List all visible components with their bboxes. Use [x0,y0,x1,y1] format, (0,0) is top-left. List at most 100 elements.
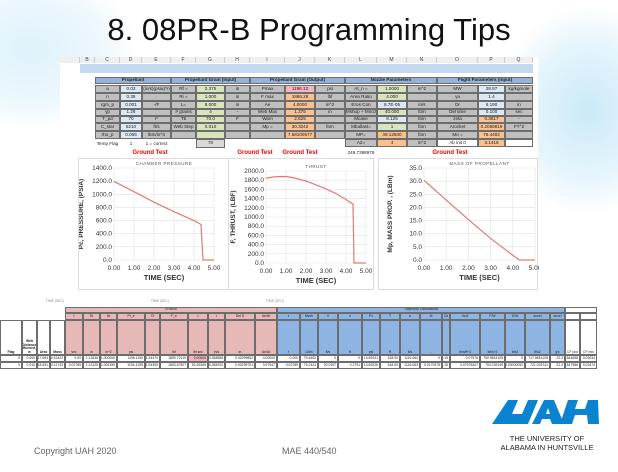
table-cell: 14.69226 [362,362,380,369]
x-tick-label: 0.00 [260,268,273,275]
sheet-cell: (in/s)(psia)^n [142,85,171,93]
table-cell: 318.691 [37,362,50,369]
erosion-col-header: Cf [145,313,160,320]
x-tick-label: 1.00 [128,265,141,272]
sheet-cell: Ri = [171,93,196,101]
chart-title: MASS OF PROPELLANT [449,161,509,166]
trajectory-col-header: M [420,313,442,320]
sheet-cell: FT^2 [505,123,533,131]
sheet-cell: 1.0000 [377,85,407,93]
erosion-unit: lbf [160,320,188,355]
y-tick-label: 600.0 [248,232,265,239]
x-tick-label: 4.00 [340,268,353,275]
y-tick-label: 1200.0 [92,178,112,185]
sheet-cell [142,93,171,101]
trajectory-unit: lbm/ft^3 [450,320,480,355]
trajectory-col-header [565,313,580,320]
table-cell: 0.07576447 [450,362,480,369]
erosion-unit: sec [65,320,83,355]
y-tick-label: 35.0 [409,165,422,172]
sheet-cell: Pmax [250,85,285,93]
erosion-col-header: I [188,313,208,320]
y-tick-label: 1400.0 [92,165,112,172]
y-tick-label: 15.0 [409,218,422,225]
sheet-cell: lbm [315,123,345,131]
row-header-corner [60,57,80,63]
sheet-cell: Eros Con [345,101,377,109]
sheet-cell: F [225,116,250,123]
table-cell: 0.00299701 [225,362,255,369]
table-cell: 0.15 [442,362,450,369]
series-line [113,180,214,261]
y-tick-label: 25.0 [409,191,422,198]
column-header-L: L [345,57,377,63]
sheet-cell: 1196.12 [285,85,315,93]
column-header-O: O [437,57,478,63]
blank-header [565,307,597,313]
chart-thrust: 0.0 200.0 400.0 600.0 800.0 1000.0 1200.0 1400.… [228,158,374,290]
x-tick-label: 0.00 [418,265,431,272]
sheet-cell: 49.12500 [377,131,407,139]
sheet-cell: 28.97 [478,85,505,93]
x-axis-label: TIME (SEC) [459,273,500,282]
erosion-unit: Ae/At [255,320,277,355]
erosion-unit: in^2 [100,320,117,355]
trajectory-col-header: F/W [480,313,505,320]
trajectory-col-header [580,313,597,320]
sheet-cell: 4.000 [377,93,407,101]
uah-logo-line2: ALABAMA IN HUNTSVILLE [500,443,594,452]
sheet-cell: Mballast= [345,123,377,131]
chart-title: THRUST [305,164,326,169]
y-tick-label: 200.0 [248,251,265,258]
trajectory-unit: ft [338,320,362,355]
sheet-cell: a [95,85,120,93]
sheet-cell: 2.625 [285,116,315,123]
extra-value: 249.7398979 [347,149,375,155]
erosion-unit: lbf sec [188,320,208,355]
sheet-cell [171,131,196,139]
y-tick-label: 600.0 [96,218,113,225]
table-cell: 51.65269 [188,362,208,369]
x-tick-label: 0.00 [108,265,121,272]
table-cell: 753.239149 [480,362,505,369]
table-cell: 3.97947 [255,362,277,369]
sheet-cell: 4.0000 [285,101,315,109]
sheet-cell: 8.7E-05 [377,101,407,109]
axis-label-cut: TIME (SEC) [150,299,170,303]
table-cell: 14.69241 [362,355,380,362]
sheet-cell: 8.000 [196,101,225,109]
ground-test-label: Ground Test [282,150,318,156]
table-cell: 1116.063 [400,362,420,369]
table-cell: 0.000 [277,355,300,362]
y-axis-label: Pc, PRESSURE, (PSIA) [79,179,85,249]
y-tick-label: 1000.0 [244,214,264,221]
table-cell: 1.544698 [565,355,580,362]
trajectory-col-header: T [380,313,400,320]
y-axis-label: F, THRUST, (LBF) [230,190,237,243]
table-cell: 0.07576 [450,355,480,362]
trajectory-unit: CF plot [565,320,580,355]
erosion-unit: - [145,320,160,355]
sheet-cell: 0.3817 [478,116,505,123]
section-header: Propellant Grain (Output) [250,77,345,84]
x-tick-label: 4.00 [188,265,201,272]
sheet-cell: 2.375 [196,85,225,93]
sheet-cell [196,131,225,139]
x-tick-label: 2.00 [148,265,161,272]
column-header-F: F [171,57,196,63]
tb-value: 70 [196,139,225,148]
x-tick-label: 2.00 [462,265,475,272]
chart-title: CHAMBER PRESSURE [136,161,193,166]
y-tick-label: 0.0 [413,257,422,264]
trajectory-col-header: Mveh [300,313,318,320]
trajectory-col-header: a [400,313,420,320]
sheet-cell [142,109,171,116]
table-cell: 30.32422 [50,355,65,362]
y-tick-label: 2000.0 [244,168,264,175]
table-cell: 0 [318,355,338,362]
sheet-cell: in [315,109,345,116]
section-header: Nozzle Parameters [345,77,437,84]
sheet-cell: in^2 [407,85,437,93]
table-cell: 317.694 [37,355,50,362]
sheet-cell [315,131,345,139]
